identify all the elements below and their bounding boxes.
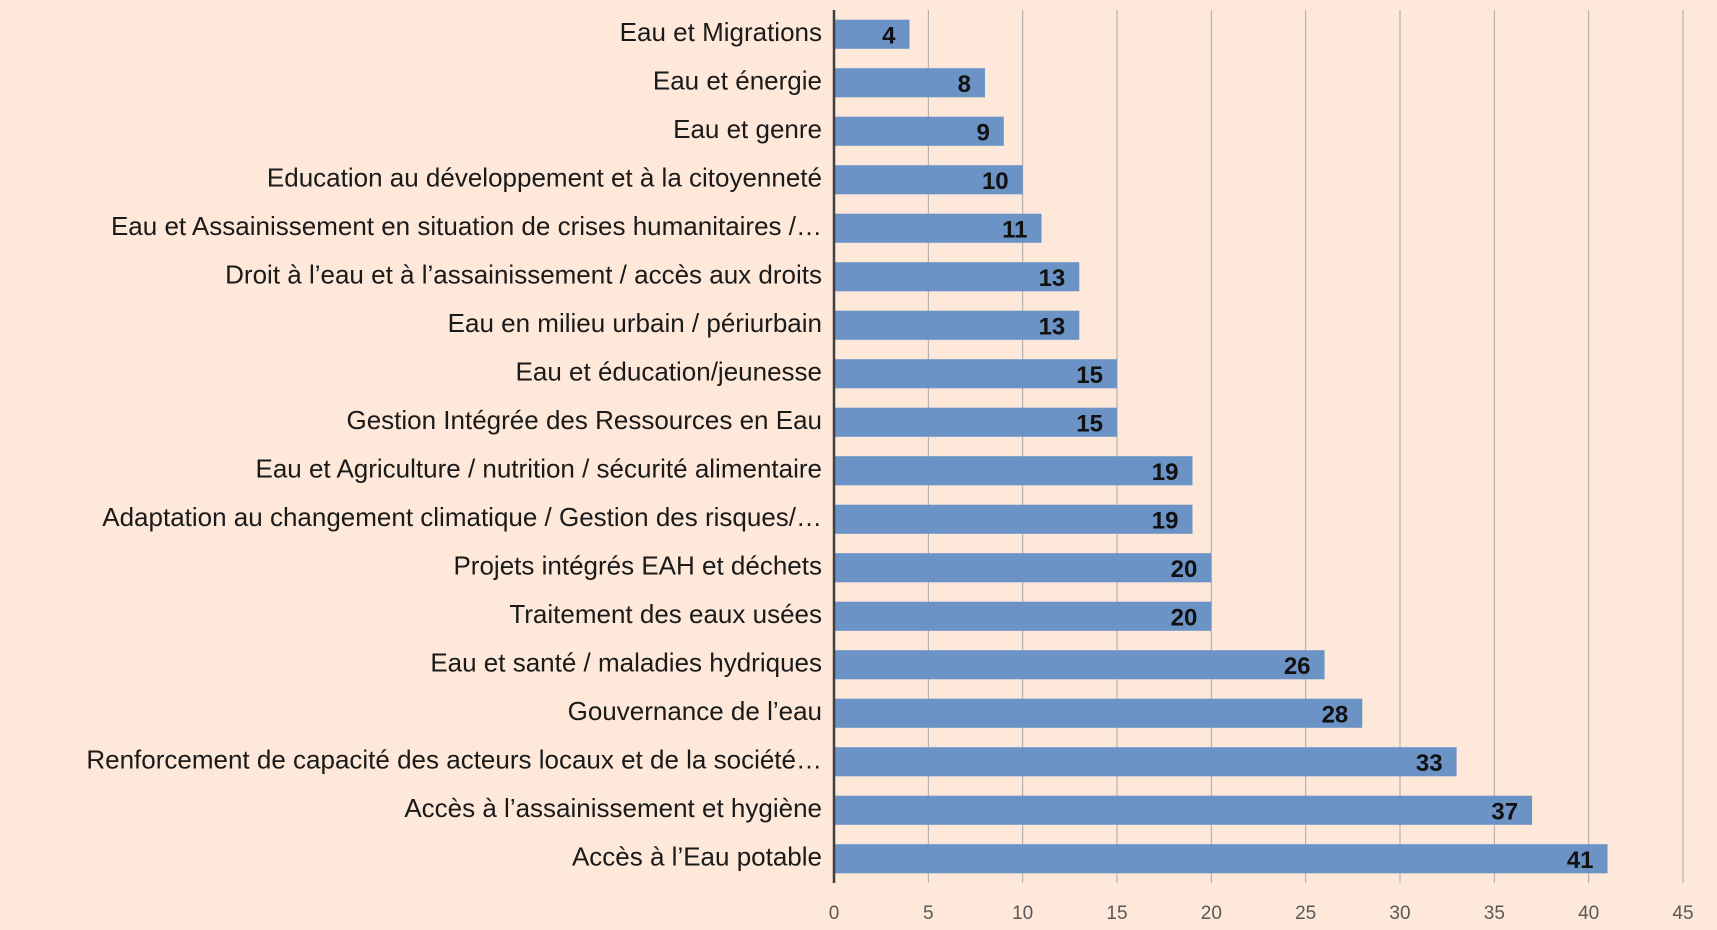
y-tick-label: Eau en milieu urbain / périurbain xyxy=(448,308,822,338)
value-label: 11 xyxy=(1002,217,1027,244)
value-label: 20 xyxy=(1171,556,1198,583)
y-tick-label: Eau et Agriculture / nutrition / sécurit… xyxy=(255,454,822,484)
bar xyxy=(834,359,1117,389)
bar xyxy=(834,844,1608,874)
value-label: 20 xyxy=(1171,605,1198,632)
value-label: 26 xyxy=(1284,653,1311,680)
value-label: 19 xyxy=(1152,508,1179,535)
y-tick-label: Eau et Migrations xyxy=(620,17,822,47)
bar xyxy=(834,116,1004,146)
y-tick-label: Education au développement et à la citoy… xyxy=(267,163,822,193)
value-label: 13 xyxy=(1039,314,1066,341)
x-tick-label: 40 xyxy=(1578,903,1599,924)
y-tick-label: Eau et énergie xyxy=(653,66,822,96)
y-tick-label: Renforcement de capacité des acteurs loc… xyxy=(86,745,822,775)
value-label: 9 xyxy=(976,120,989,147)
bar xyxy=(834,698,1363,728)
bar xyxy=(834,553,1212,583)
x-tick-label: 10 xyxy=(1012,903,1033,924)
value-label: 8 xyxy=(958,71,971,98)
y-tick-label: Traitement des eaux usées xyxy=(509,599,822,629)
y-tick-label: Projets intégrés EAH et déchets xyxy=(453,551,822,581)
y-tick-label: Adaptation au changement climatique / Ge… xyxy=(102,502,822,532)
value-label: 4 xyxy=(882,23,896,50)
bar xyxy=(834,601,1212,631)
value-label: 33 xyxy=(1416,750,1443,777)
y-tick-label: Accès à l’Eau potable xyxy=(572,842,822,872)
bar xyxy=(834,407,1117,437)
x-tick-label: 25 xyxy=(1295,903,1316,924)
y-tick-label: Eau et santé / maladies hydriques xyxy=(430,648,822,678)
bar xyxy=(834,262,1080,292)
bar xyxy=(834,19,910,49)
value-label: 15 xyxy=(1076,362,1103,389)
y-tick-label: Gestion Intégrée des Ressources en Eau xyxy=(346,405,822,435)
x-tick-label: 0 xyxy=(829,903,840,924)
bar xyxy=(834,650,1325,680)
x-tick-label: 45 xyxy=(1672,903,1693,924)
value-label: 15 xyxy=(1076,411,1103,438)
bar xyxy=(834,310,1080,340)
value-label: 13 xyxy=(1039,265,1066,292)
value-label: 37 xyxy=(1491,799,1518,826)
y-tick-label: Accès à l’assainissement et hygiène xyxy=(404,793,822,823)
y-tick-label: Eau et genre xyxy=(673,114,822,144)
bar xyxy=(834,747,1457,777)
bar xyxy=(834,165,1023,195)
x-tick-label: 30 xyxy=(1389,903,1410,924)
y-tick-label: Eau et éducation/jeunesse xyxy=(516,357,822,387)
x-tick-label: 5 xyxy=(923,903,934,924)
value-label: 41 xyxy=(1567,847,1594,874)
value-label: 19 xyxy=(1152,459,1179,486)
y-tick-label: Droit à l’eau et à l’assainissement / ac… xyxy=(225,260,822,290)
bar xyxy=(834,456,1193,486)
value-label: 28 xyxy=(1322,702,1349,729)
bar xyxy=(834,795,1533,825)
bar xyxy=(834,504,1193,534)
x-tick-label: 20 xyxy=(1201,903,1222,924)
y-tick-label: Eau et Assainissement en situation de cr… xyxy=(111,211,822,241)
x-tick-label: 35 xyxy=(1484,903,1505,924)
value-label: 10 xyxy=(982,168,1009,195)
bar xyxy=(834,68,985,98)
bar xyxy=(834,213,1042,243)
y-tick-label: Gouvernance de l’eau xyxy=(568,696,822,726)
x-tick-label: 15 xyxy=(1106,903,1127,924)
